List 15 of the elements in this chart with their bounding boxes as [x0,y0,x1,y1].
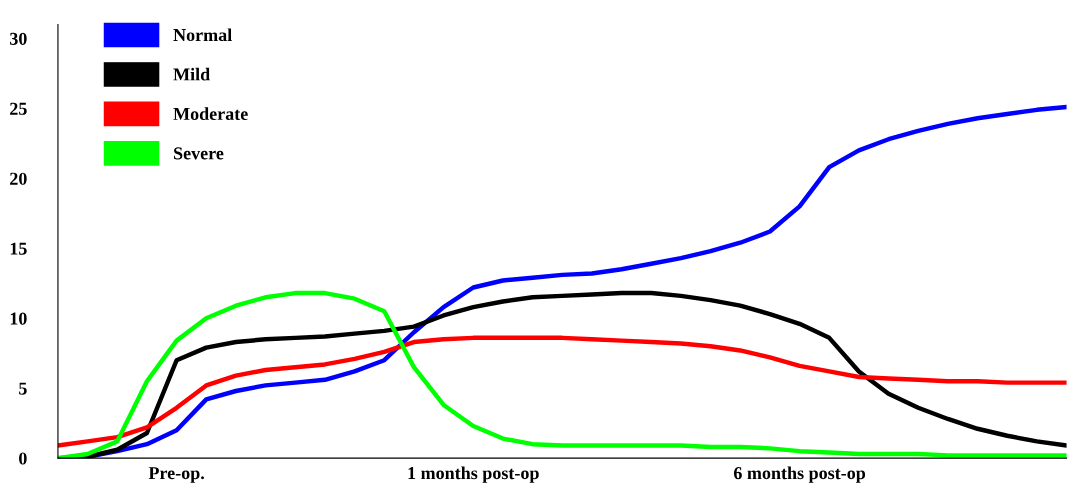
y-tick-label: 10 [10,312,27,325]
legend-label: Normal [173,28,232,42]
line-series [57,335,1067,448]
x-tick-label: 1 months post-op [408,466,539,483]
x-tick-label: Pre-op. [148,467,204,483]
y-tick-label: 25 [10,102,27,115]
legend-label: Moderate [173,107,248,120]
x-tick-label: 6 months post-op [733,466,866,483]
y-tick-label: 20 [10,172,27,185]
y-tick-label: 0 [19,452,27,465]
y-tick-label: 15 [10,242,27,255]
y-tick-label: 30 [10,32,27,45]
legend-label: Mild [173,67,210,81]
y-tick-label: 5 [19,382,27,395]
legend-label: Severe [174,147,224,160]
